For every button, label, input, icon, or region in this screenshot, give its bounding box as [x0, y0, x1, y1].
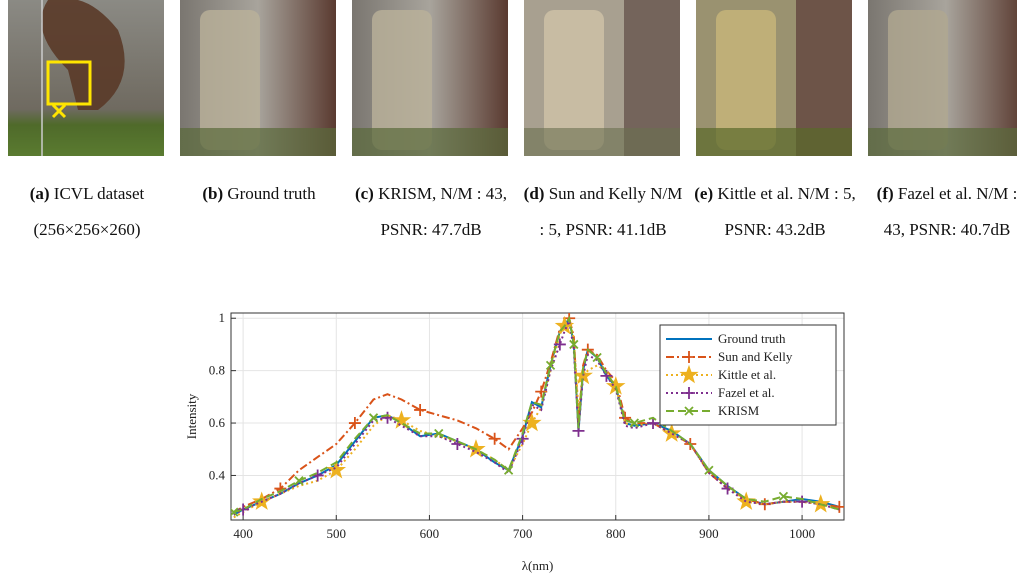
x-tick-label: 400	[233, 526, 253, 541]
caption-text: Sun and Kelly N/M : 5, PSNR: 41.1dB	[539, 184, 683, 239]
x-tick-label: 600	[420, 526, 440, 541]
marker	[778, 491, 789, 502]
legend-label: Ground truth	[718, 331, 786, 346]
image-fazel	[868, 0, 1017, 156]
caption: (d) Sun and Kelly N/M : 5, PSNR: 41.1dB	[520, 176, 686, 248]
marker	[434, 428, 444, 439]
marker	[488, 432, 501, 445]
caption: (a) ICVL dataset (256×256×260)	[4, 176, 170, 248]
plot-lines	[231, 313, 844, 519]
y-tick-label: 0.4	[209, 467, 226, 482]
marker	[326, 459, 347, 479]
marker	[274, 482, 287, 495]
legend-label: Sun and Kelly	[718, 349, 793, 364]
marker	[503, 465, 514, 475]
marker	[683, 387, 695, 399]
caption-label: (d)	[523, 184, 545, 203]
marker	[237, 503, 250, 516]
marker	[592, 352, 602, 363]
y-tick-label: 1	[219, 310, 226, 325]
caption-label: (e)	[694, 184, 714, 203]
marker	[545, 360, 556, 371]
marker	[629, 418, 640, 428]
marker	[381, 411, 394, 424]
image-icvl	[8, 0, 164, 156]
caption-text: ICVL dataset (256×256×260)	[33, 184, 145, 239]
caption-text: Ground truth	[227, 184, 316, 203]
marker	[647, 417, 660, 430]
series-line	[233, 315, 840, 519]
caption: (f) Fazel et al. N/M : 43, PSNR: 40.7dB	[864, 176, 1017, 248]
marker	[348, 417, 361, 430]
x-tick-label: 500	[327, 526, 347, 541]
x-tick-label: 900	[699, 526, 719, 541]
y-tick-label: 0.6	[209, 415, 226, 430]
marker	[684, 406, 694, 416]
caption-label: (a)	[29, 184, 50, 203]
caption-label: (b)	[202, 184, 224, 203]
marker	[553, 338, 566, 351]
marker	[679, 364, 699, 384]
caption: (e) Kittle et al. N/M : 5, PSNR: 43.2dB	[692, 176, 858, 248]
marker	[704, 465, 714, 475]
marker	[231, 507, 239, 517]
series-line	[233, 317, 840, 516]
marker	[569, 339, 579, 350]
marker	[414, 403, 427, 416]
marker	[683, 351, 695, 363]
spectrum-chart: 400 500 600 700 800 900 1000 0.4 0.6 0.8 1 λ(nm) Int…	[184, 310, 845, 573]
caption-text: KRISM, N/M : 43, PSNR: 47.7dB	[378, 184, 508, 239]
x-tick-label: 1000	[789, 526, 815, 541]
image-sun-kelly	[524, 0, 680, 156]
caption-text: Kittle et al. N/M : 5, PSNR: 43.2dB	[717, 184, 856, 239]
marker	[368, 413, 379, 423]
legend: Ground truth Sun and Kelly Kittle et al. Fa…	[659, 324, 837, 426]
image-kittle	[696, 0, 852, 156]
marker	[661, 423, 682, 442]
marker	[796, 495, 809, 508]
legend-label: KRISM	[718, 403, 760, 418]
marker	[535, 385, 548, 398]
caption: (c) KRISM, N/M : 43, PSNR: 47.7dB	[348, 176, 514, 248]
image-krism	[352, 0, 508, 156]
legend-label: Fazel et al.	[718, 385, 775, 400]
caption: (b) Ground truth	[176, 176, 342, 212]
caption-label: (c)	[354, 184, 374, 203]
legend-label: Kittle et al.	[718, 367, 776, 382]
marker	[516, 432, 529, 445]
caption-label: (f)	[876, 184, 894, 203]
marker	[294, 476, 304, 486]
marker	[391, 410, 412, 429]
x-axis-label: λ(nm)	[522, 558, 554, 573]
caption-text: Fazel et al. N/M : 43, PSNR: 40.7dB	[883, 184, 1017, 239]
y-tick-label: 0.8	[209, 363, 225, 378]
x-tick-label: 800	[606, 526, 626, 541]
x-tick-label: 700	[513, 526, 533, 541]
image-ground-truth	[180, 0, 336, 156]
plot-frame	[230, 312, 845, 521]
y-axis-label: Intensity	[184, 393, 199, 439]
marker	[833, 500, 844, 513]
